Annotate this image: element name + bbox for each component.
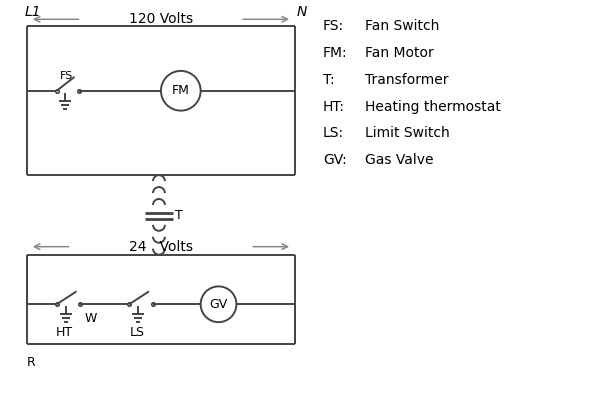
Text: N: N [297, 5, 307, 19]
Text: W: W [84, 312, 97, 325]
Text: Gas Valve: Gas Valve [365, 153, 433, 167]
Text: 120 Volts: 120 Volts [129, 12, 193, 26]
Circle shape [201, 286, 237, 322]
Text: L1: L1 [25, 5, 41, 19]
Text: GV: GV [209, 298, 228, 311]
Text: Fan Motor: Fan Motor [365, 46, 433, 60]
Text: LS:: LS: [323, 126, 344, 140]
Text: Fan Switch: Fan Switch [365, 19, 439, 33]
Text: T:: T: [323, 73, 335, 87]
Text: FM:: FM: [323, 46, 348, 60]
Text: HT: HT [56, 326, 73, 339]
Text: GV:: GV: [323, 153, 346, 167]
Text: Limit Switch: Limit Switch [365, 126, 449, 140]
Circle shape [161, 71, 201, 111]
Text: LS: LS [130, 326, 145, 339]
Text: R: R [27, 356, 35, 369]
Text: Transformer: Transformer [365, 73, 448, 87]
Text: FS: FS [60, 71, 73, 81]
Text: Heating thermostat: Heating thermostat [365, 100, 500, 114]
Text: HT:: HT: [323, 100, 345, 114]
Text: FS:: FS: [323, 19, 344, 33]
Text: 24   Volts: 24 Volts [129, 240, 193, 254]
Text: T: T [175, 209, 182, 222]
Text: FM: FM [172, 84, 190, 97]
